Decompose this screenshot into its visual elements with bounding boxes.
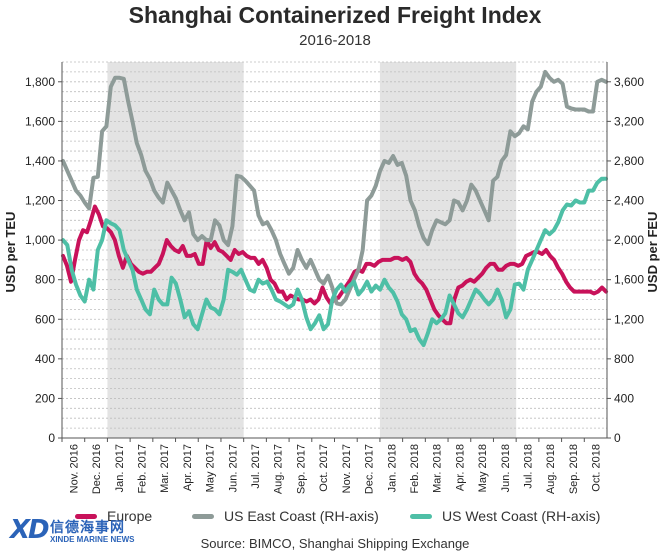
y-tick-label-right: 1,200 [614, 312, 644, 326]
logo-chinese: 信德海事网 [50, 519, 125, 535]
legend-swatch-us-east [192, 513, 214, 519]
y-tick-label-right: 3,600 [614, 75, 644, 89]
xinde-logo: XD 信德海事网 XINDE MARINE NEWS [10, 515, 160, 551]
x-tick-label: Mar. 2018 [432, 444, 444, 493]
x-tick-label: Sep. 2018 [568, 444, 580, 494]
legend-label-us-east: US East Coast (RH-axis) [224, 508, 379, 524]
x-tick-label: Jun. 2018 [500, 444, 512, 492]
y-tick-label-left: 1,800 [25, 75, 55, 89]
logo-mark: XD [10, 515, 50, 545]
y-tick-label-left: 1,400 [25, 154, 55, 168]
x-tick-label: Dec. 2016 [91, 444, 103, 494]
y-tick-label-right: 3,200 [614, 114, 644, 128]
y-axis-label-right: USD per FEU [645, 212, 660, 293]
legend-swatch-us-west [410, 513, 432, 519]
series-lines [61, 69, 608, 347]
logo-english: XINDE MARINE NEWS [50, 535, 135, 544]
y-tick-label-left: 200 [35, 391, 55, 405]
x-tick-label: Jan. 2017 [114, 444, 126, 492]
source-note: Source: BIMCO, Shanghai Shipping Exchang… [200, 536, 470, 551]
y-tick-label-right: 800 [614, 352, 634, 366]
x-tick-label: Jul. 2017 [250, 444, 262, 489]
chart-title: Shanghai Containerized Freight Index [128, 2, 542, 28]
x-tick-label: Mar. 2017 [159, 444, 171, 493]
x-tick-label: May 2018 [477, 444, 489, 492]
x-tick-label: Dec. 2017 [364, 444, 376, 494]
grid-lines [62, 61, 607, 429]
y-tick-label-right: 0 [614, 431, 621, 445]
y-tick-label-left: 1,600 [25, 114, 55, 128]
x-tick-label: Feb. 2017 [136, 444, 148, 494]
legend-label-us-west: US West Coast (RH-axis) [442, 508, 601, 524]
x-tick-label: Oct. 2018 [591, 444, 603, 492]
x-tick-label: Aug. 2017 [273, 444, 285, 494]
x-tick-label: Nov. 2017 [341, 444, 353, 493]
legend-item-europe: Europe [75, 508, 152, 524]
x-tick-label: Jul. 2018 [523, 444, 535, 489]
x-tick-label: May 2017 [205, 444, 217, 492]
x-tick-label: Feb. 2018 [409, 444, 421, 494]
y-tick-label-right: 1,600 [614, 273, 644, 287]
y-tick-label-right: 400 [614, 391, 634, 405]
y-tick-label-left: 600 [35, 312, 55, 326]
chart-subtitle: 2016-2018 [299, 32, 371, 49]
y-axis-label-left: USD per TEU [3, 212, 18, 293]
y-tick-label-left: 800 [35, 273, 55, 287]
axes: 0 200 400 600 800 1,000 1,200 1,400 1,600 1,800 0 4… [25, 62, 644, 494]
legend-item-us-east: US East Coast (RH-axis) [192, 508, 379, 524]
legend-swatch-europe [75, 513, 97, 519]
x-tick-label: Oct. 2017 [318, 444, 330, 492]
x-tick-label: Sep. 2017 [295, 444, 307, 494]
y-tick-label-left: 1,200 [25, 194, 55, 208]
x-tick-label: Apr. 2018 [454, 444, 466, 491]
x-tick-label: Aug. 2018 [545, 444, 557, 494]
legend-label-europe: Europe [107, 508, 153, 524]
y-tick-label-right: 2,400 [614, 194, 644, 208]
x-tick-label: Jan. 2018 [386, 444, 398, 492]
y-tick-label-right: 2,800 [614, 154, 644, 168]
legend: Europe US East Coast (RH-axis) US West C… [0, 508, 670, 530]
x-tick-label: Nov. 2016 [68, 444, 80, 493]
y-tick-label-right: 2,000 [614, 233, 644, 247]
y-tick-label-left: 0 [48, 431, 55, 445]
x-tick-label: Jun. 2017 [227, 444, 239, 492]
series-line-us-west [61, 176, 608, 347]
x-tick-label: Apr. 2017 [182, 444, 194, 491]
y-tick-label-left: 400 [35, 352, 55, 366]
y-tick-label-left: 1,000 [25, 233, 55, 247]
legend-item-us-west: US West Coast (RH-axis) [410, 508, 600, 524]
